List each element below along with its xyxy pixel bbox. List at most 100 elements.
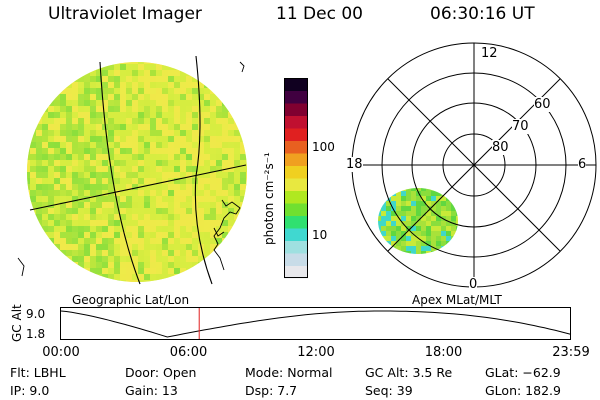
image-pixel (108, 274, 114, 280)
image-pixel (126, 94, 132, 100)
image-pixel (198, 274, 204, 280)
image-pixel (48, 106, 54, 112)
oval-pixel (456, 231, 458, 236)
image-pixel (102, 274, 108, 280)
image-pixel (126, 274, 132, 280)
image-pixel (150, 82, 156, 88)
image-pixel (84, 112, 90, 118)
image-pixel (96, 214, 102, 220)
image-pixel (180, 142, 186, 148)
image-pixel (240, 214, 246, 220)
image-pixel (78, 178, 84, 184)
image-pixel (234, 142, 240, 148)
image-pixel (48, 148, 54, 154)
image-pixel (36, 262, 42, 268)
observation-date: 11 Dec 00 (276, 4, 363, 24)
image-pixel (96, 100, 102, 106)
image-pixel (126, 196, 132, 202)
image-pixel (48, 244, 54, 250)
oval-pixel (426, 236, 431, 241)
image-pixel (108, 62, 114, 64)
image-pixel (96, 190, 102, 196)
oval-pixel (411, 246, 416, 251)
image-pixel (114, 160, 120, 166)
image-pixel (132, 202, 138, 208)
image-pixel (150, 124, 156, 130)
image-pixel (240, 88, 246, 94)
image-pixel (150, 166, 156, 172)
image-pixel (120, 76, 126, 82)
image-pixel (78, 250, 84, 256)
image-pixel (174, 238, 180, 244)
image-pixel (102, 250, 108, 256)
image-pixel (120, 160, 126, 166)
oval-pixel (401, 251, 406, 254)
image-pixel (60, 130, 66, 136)
image-pixel (162, 82, 168, 88)
image-pixel (36, 256, 42, 262)
oval-pixel (451, 191, 456, 196)
image-pixel (240, 262, 246, 268)
image-pixel (168, 70, 174, 76)
image-pixel (246, 136, 247, 142)
image-pixel (240, 244, 246, 250)
image-pixel (222, 190, 228, 196)
colorbar-tick-100: 100 (312, 140, 335, 154)
image-pixel (84, 274, 90, 280)
info-gc-alt: GC Alt: 3.5 Re (365, 365, 453, 380)
image-pixel (138, 166, 144, 172)
image-pixel (132, 220, 138, 226)
image-pixel (138, 142, 144, 148)
image-pixel (30, 64, 36, 70)
image-pixel (174, 220, 180, 226)
image-pixel (72, 208, 78, 214)
image-pixel (126, 142, 132, 148)
image-pixel (114, 118, 120, 124)
image-pixel (174, 190, 180, 196)
image-pixel (180, 238, 186, 244)
image-pixel (60, 88, 66, 94)
image-pixel (66, 178, 72, 184)
image-pixel (108, 208, 114, 214)
image-pixel (42, 256, 48, 262)
image-pixel (72, 214, 78, 220)
image-pixel (48, 178, 54, 184)
image-pixel (246, 184, 247, 190)
oval-pixel (391, 211, 396, 216)
image-pixel (27, 100, 30, 106)
image-pixel (144, 142, 150, 148)
image-pixel (192, 172, 198, 178)
oval-pixel (456, 221, 458, 226)
image-pixel (78, 118, 84, 124)
image-pixel (42, 64, 48, 70)
image-pixel (72, 226, 78, 232)
image-pixel (78, 172, 84, 178)
image-pixel (138, 268, 144, 274)
image-pixel (102, 232, 108, 238)
image-pixel (48, 268, 54, 274)
colorbar (284, 78, 308, 279)
image-pixel (132, 280, 138, 282)
image-pixel (228, 196, 234, 202)
image-pixel (168, 250, 174, 256)
image-pixel (162, 208, 168, 214)
image-pixel (156, 274, 162, 280)
image-pixel (72, 256, 78, 262)
image-pixel (84, 94, 90, 100)
image-pixel (42, 154, 48, 160)
image-pixel (102, 244, 108, 250)
image-pixel (84, 238, 90, 244)
image-pixel (66, 136, 72, 142)
image-pixel (168, 94, 174, 100)
image-pixel (60, 172, 66, 178)
image-pixel (66, 154, 72, 160)
image-pixel (198, 64, 204, 70)
image-pixel (192, 118, 198, 124)
image-pixel (102, 184, 108, 190)
image-pixel (144, 232, 150, 238)
image-pixel (72, 154, 78, 160)
image-pixel (126, 178, 132, 184)
image-pixel (54, 202, 60, 208)
oval-pixel (436, 216, 441, 221)
image-pixel (228, 244, 234, 250)
